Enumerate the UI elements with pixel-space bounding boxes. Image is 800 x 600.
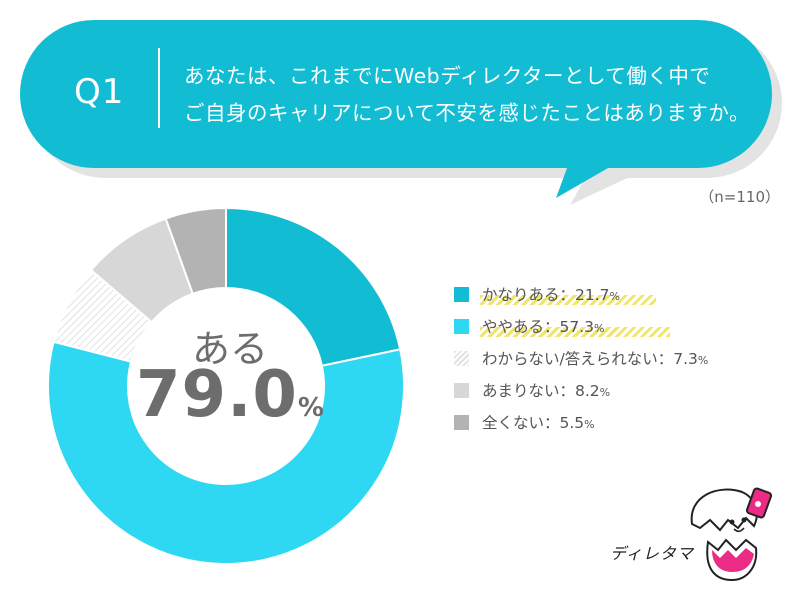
- center-value-unit: %: [297, 393, 324, 423]
- legend: かなりある：21.7% ややある：57.3% わからない/答えられない：7.3%…: [454, 281, 784, 441]
- legend-item-mattaku-nai: 全くない：5.5%: [454, 409, 784, 441]
- legend-label-text: わからない/答えられない：7.3: [482, 350, 698, 368]
- slice-kanari-aru: [225, 206, 402, 368]
- legend-swatch: [454, 351, 469, 366]
- highlight-underline: [480, 295, 656, 305]
- question-line-2: ご自身のキャリアについて不安を感じたことはありますか。: [184, 101, 750, 125]
- legend-label-text: ややある：57.3: [482, 318, 595, 336]
- legend-unit: %: [697, 354, 709, 367]
- legend-unit: %: [599, 386, 611, 399]
- legend-swatch: [454, 319, 469, 334]
- question-line-1: あなたは、これまでにWebディレクターとして働く中で: [184, 64, 711, 88]
- legend-label: 全くない：5.5%: [482, 411, 595, 433]
- center-label: ある: [191, 327, 268, 371]
- mascot-name: ディレタマ: [610, 544, 694, 563]
- highlight-underline: [480, 327, 670, 337]
- sample-size: （n=110）: [699, 188, 780, 206]
- legend-unit: %: [609, 290, 620, 303]
- legend-label-text: 全くない：5.5: [482, 414, 585, 432]
- center-value: 79.0%: [120, 358, 340, 432]
- legend-label: わからない/答えられない：7.3%: [482, 347, 708, 369]
- legend-label-text: かなりある：21.7: [482, 286, 610, 304]
- legend-item-kanari-aru: かなりある：21.7%: [454, 281, 784, 313]
- slice-yaya-aru: [47, 340, 405, 565]
- legend-swatch: [454, 415, 469, 430]
- question-divider: [158, 48, 160, 128]
- legend-unit: %: [594, 322, 605, 335]
- legend-label-text: あまりない：8.2: [482, 382, 600, 400]
- center-value-number: 79.0: [136, 358, 298, 432]
- question-text: あなたは、これまでにWebディレクターとして働く中で ご自身のキャリアについて不…: [184, 58, 764, 132]
- legend-swatch: [454, 287, 469, 302]
- legend-label: あまりない：8.2%: [482, 379, 610, 401]
- legend-item-yaya-aru: ややある：57.3%: [454, 313, 784, 345]
- egg-mascot-icon: [690, 487, 773, 582]
- question-number: Q1: [74, 72, 125, 112]
- legend-label: かなりある：21.7%: [482, 283, 620, 305]
- legend-unit: %: [584, 418, 595, 431]
- slice-mattaku-nai: [164, 206, 227, 296]
- legend-item-wakaranai: わからない/答えられない：7.3%: [454, 345, 784, 377]
- legend-label: ややある：57.3%: [482, 315, 604, 337]
- legend-swatch: [454, 383, 469, 398]
- legend-item-amari-nai: あまりない：8.2%: [454, 377, 784, 409]
